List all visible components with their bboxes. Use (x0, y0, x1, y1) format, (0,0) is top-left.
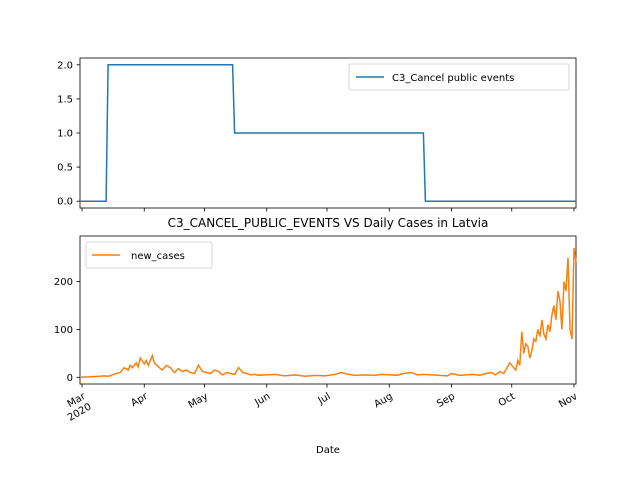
y-tick-label: 0.5 (57, 163, 73, 174)
top-legend: C3_Cancel public events (348, 63, 570, 91)
top-x-ticks (81, 208, 575, 212)
bottom-legend: new_cases (85, 241, 213, 269)
x-tick-label-line: Apr (129, 391, 150, 410)
x-tick-label: Aug (372, 391, 394, 410)
bottom-y-ticks: 0 100 200 (54, 277, 80, 384)
x-tick-label-line: May (187, 391, 210, 411)
bottom-legend-box (85, 241, 213, 269)
top-y-ticks: 0.0 0.5 1.0 1.5 2.0 (57, 60, 80, 208)
x-tick-label-line: Nov (557, 391, 579, 410)
y-tick-label: 0 (67, 373, 73, 384)
y-tick-label: 100 (54, 325, 73, 336)
chart-title: C3_CANCEL_PUBLIC_EVENTS VS Daily Cases i… (168, 216, 489, 230)
x-tick-label: Jun (252, 391, 272, 409)
x-tick-label: Jul (316, 391, 333, 407)
x-axis-label: Date (316, 445, 340, 456)
series-line-new-cases (79, 247, 577, 379)
y-tick-label: 0.0 (57, 197, 73, 208)
x-tick-label-line: Sep (435, 391, 457, 410)
top-legend-box (348, 63, 570, 91)
y-tick-label: 200 (54, 277, 73, 288)
bottom-axes-frame (79, 235, 577, 385)
y-tick-label: 1.5 (57, 94, 73, 105)
x-tick-label: Oct (497, 391, 518, 409)
series-line-c3-cancel-public-events (80, 64, 576, 202)
x-tick-label: Sep (435, 391, 457, 410)
x-tick-label-line: Oct (497, 391, 518, 409)
bottom-x-ticks: Mar2020 Apr May Jun Jul Aug Sep Oct Nov (60, 384, 580, 424)
x-tick-label: May (187, 391, 210, 411)
x-tick-label-line: Jun (252, 391, 272, 409)
x-tick-label-line: Jul (316, 391, 333, 407)
y-tick-label: 2.0 (57, 60, 73, 71)
x-tick-label: Mar2020 (60, 391, 94, 424)
x-tick-label: Nov (557, 391, 579, 410)
x-tick-label: Apr (129, 391, 150, 410)
bottom-legend-label: new_cases (131, 251, 185, 262)
x-tick-label-line: Aug (372, 391, 394, 410)
y-tick-label: 1.0 (57, 129, 73, 140)
top-legend-label: C3_Cancel public events (392, 73, 514, 84)
